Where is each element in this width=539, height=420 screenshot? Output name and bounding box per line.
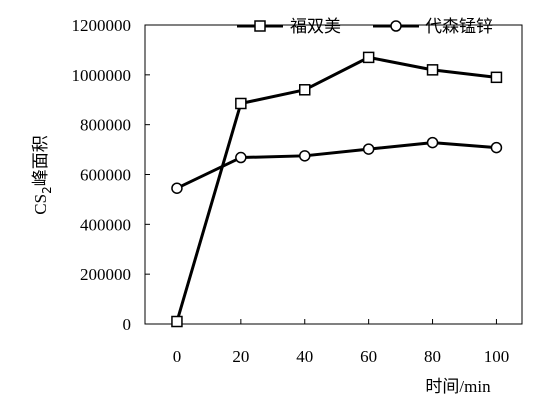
data-point-square — [362, 51, 375, 64]
plot-border — [144, 24, 523, 325]
y-tick-label: 0 — [123, 315, 132, 334]
data-point-circle — [298, 150, 311, 162]
plot-frame — [144, 24, 523, 325]
x-tick-label: 0 — [173, 347, 182, 366]
y-tick-label: 600000 — [80, 166, 131, 185]
x-tick-label: 80 — [424, 347, 441, 366]
y-tick-label: 1000000 — [72, 66, 132, 85]
legend-marker-circle — [390, 20, 402, 32]
data-point-circle — [235, 151, 247, 164]
data-point-square — [235, 97, 247, 110]
x-axis-ticks: 0 20 40 60 80 100 — [173, 319, 509, 366]
series-2 — [171, 136, 503, 194]
y-tick-label: 400000 — [80, 215, 131, 234]
x-axis-title: 时间/min — [425, 377, 491, 396]
x-tick-label: 40 — [296, 347, 313, 366]
y-tick-label: 200000 — [80, 265, 131, 284]
y-tick-label: 1200000 — [72, 16, 132, 35]
data-point-circle — [171, 182, 183, 194]
legend-item-2: 代森锰锌 — [373, 17, 493, 37]
legend-label: 代森锰锌 — [425, 17, 493, 37]
series-line — [175, 55, 497, 322]
legend-label: 福双美 — [290, 17, 341, 37]
legend-item-1: 福双美 — [237, 17, 341, 37]
legend: 福双美 代森锰锌 — [237, 17, 493, 37]
series-1 — [171, 51, 503, 328]
x-tick-label: 60 — [360, 347, 377, 366]
data-point-circle — [426, 136, 439, 149]
x-tick-label: 20 — [232, 347, 249, 366]
data-point-square — [426, 64, 439, 76]
y-axis-ticks: 0 200000 400000 600000 800000 1000000 1200000 — [72, 16, 150, 334]
data-point-square — [490, 71, 503, 84]
series-layer — [171, 51, 503, 328]
data-point-circle — [362, 143, 375, 155]
data-point-circle — [490, 141, 503, 154]
data-point-square — [171, 315, 183, 328]
y-tick-label: 800000 — [80, 116, 131, 135]
x-tick-label: 100 — [484, 347, 510, 366]
legend-marker-square — [254, 20, 266, 32]
data-point-square — [298, 84, 311, 96]
y-axis-title: CS2峰面积 — [31, 135, 54, 214]
series-line — [176, 141, 497, 190]
